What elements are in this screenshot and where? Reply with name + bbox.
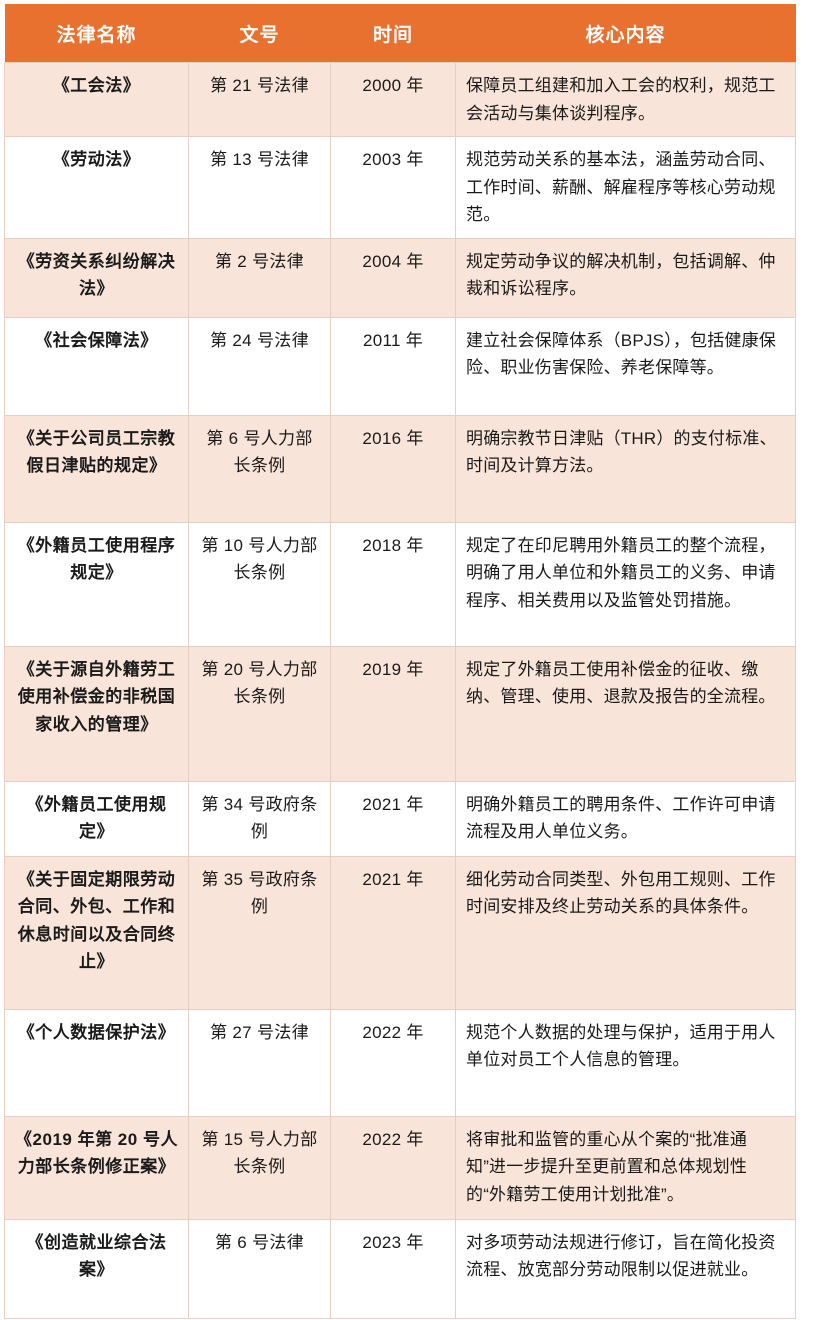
doc-number-cell: 第 6 号人力部长条例: [188, 414, 331, 523]
core-content-cell: 保障员工组建和加入工会的权利，规范工会活动与集体谈判程序。: [455, 61, 796, 138]
table-row: 《关于固定期限劳动合同、外包、工作和休息时间以及合同终止》第 35 号政府条例 2…: [4, 855, 796, 1010]
table-row: 《外籍员工使用程序规定》第 10 号人力部长条例 2018 年规定了在印尼聘用外籍…: [4, 521, 796, 647]
column-header-time: 时间: [330, 4, 456, 63]
table-row: 《外籍员工使用规定》第 34 号政府条例 2021 年明确外籍员工的聘用条件、工作…: [4, 780, 796, 857]
core-content-cell: 将审批和监管的重心从个案的“批准通知”进一步提升至更前置和总体规划性的“外籍劳工…: [455, 1115, 796, 1220]
year-cell: 2004 年: [330, 237, 456, 318]
table-row: 《个人数据保护法》第 27 号法律 2022 年规范个人数据的处理与保护，适用于用…: [4, 1008, 796, 1117]
law-name-cell: 《关于源自外籍劳工使用补偿金的非税国家收入的管理》: [4, 645, 189, 782]
year-cell: 2021 年: [330, 855, 456, 1010]
table-row: 《社会保障法》第 24 号法律 2011 年建立社会保障体系（BPJS），包括健康…: [4, 316, 796, 416]
doc-number-cell: 第 24 号法律: [188, 316, 331, 416]
table-header: 法律名称 文号 时间 核心内容: [4, 4, 796, 63]
table-row: 《劳资关系纠纷解决法》第 2 号法律 2004 年规定劳动争议的解决机制，包括调解…: [4, 237, 796, 318]
year-cell: 2019 年: [330, 645, 456, 782]
doc-number-cell: 第 21 号法律: [188, 61, 331, 138]
year-cell: 2011 年: [330, 316, 456, 416]
core-content-cell: 规定了在印尼聘用外籍员工的整个流程，明确了用人单位和外籍员工的义务、申请程序、相…: [455, 521, 796, 647]
core-content-cell: 对多项劳动法规进行修订，旨在简化投资流程、放宽部分劳动限制以促进就业。: [455, 1218, 796, 1319]
core-content-cell: 规定了外籍员工使用补偿金的征收、缴纳、管理、使用、退款及报告的全流程。: [455, 645, 796, 782]
year-cell: 2000 年: [330, 61, 456, 138]
header-row: 法律名称 文号 时间 核心内容: [4, 4, 796, 63]
table-row: 《创造就业综合法案》第 6 号法律 2023 年对多项劳动法规进行修订，旨在简化投…: [4, 1218, 796, 1319]
doc-number-cell: 第 34 号政府条例: [188, 780, 331, 857]
core-content-cell: 规范劳动关系的基本法，涵盖劳动合同、工作时间、薪酬、解雇程序等核心劳动规范。: [455, 136, 796, 239]
table-row: 《劳动法》第 13 号法律 2003 年规范劳动关系的基本法，涵盖劳动合同、工作时…: [4, 136, 796, 239]
column-header-doc-no: 文号: [188, 4, 331, 63]
law-name-cell: 《劳资关系纠纷解决法》: [4, 237, 189, 318]
doc-number-cell: 第 2 号法律: [188, 237, 331, 318]
column-header-core: 核心内容: [455, 4, 796, 63]
table-row: 《2019 年第 20 号人力部长条例修正案》第 15 号人力部长条例 2022 …: [4, 1115, 796, 1220]
law-name-cell: 《个人数据保护法》: [4, 1008, 189, 1117]
doc-number-cell: 第 6 号法律: [188, 1218, 331, 1319]
law-name-cell: 《劳动法》: [4, 136, 189, 239]
doc-number-cell: 第 13 号法律: [188, 136, 331, 239]
law-name-cell: 《创造就业综合法案》: [4, 1218, 189, 1319]
core-content-cell: 明确外籍员工的聘用条件、工作许可申请流程及用人单位义务。: [455, 780, 796, 857]
core-content-cell: 细化劳动合同类型、外包用工规则、工作时间安排及终止劳动关系的具体条件。: [455, 855, 796, 1010]
table-body: 《工会法》第 21 号法律 2000 年保障员工组建和加入工会的权利，规范工会活动…: [4, 61, 796, 1319]
core-content-cell: 规定劳动争议的解决机制，包括调解、仲裁和诉讼程序。: [455, 237, 796, 318]
year-cell: 2021 年: [330, 780, 456, 857]
table-row: 《工会法》第 21 号法律 2000 年保障员工组建和加入工会的权利，规范工会活动…: [4, 61, 796, 138]
column-header-law-name: 法律名称: [4, 4, 189, 63]
core-content-cell: 规范个人数据的处理与保护，适用于用人单位对员工个人信息的管理。: [455, 1008, 796, 1117]
doc-number-cell: 第 35 号政府条例: [188, 855, 331, 1010]
year-cell: 2022 年: [330, 1008, 456, 1117]
core-content-cell: 建立社会保障体系（BPJS），包括健康保险、职业伤害保险、养老保障等。: [455, 316, 796, 416]
table-row: 《关于源自外籍劳工使用补偿金的非税国家收入的管理》第 20 号人力部长条例 201…: [4, 645, 796, 782]
law-name-cell: 《关于公司员工宗教假日津贴的规定》: [4, 414, 189, 523]
law-name-cell: 《关于固定期限劳动合同、外包、工作和休息时间以及合同终止》: [4, 855, 189, 1010]
year-cell: 2003 年: [330, 136, 456, 239]
year-cell: 2016 年: [330, 414, 456, 523]
doc-number-cell: 第 20 号人力部长条例: [188, 645, 331, 782]
doc-number-cell: 第 10 号人力部长条例: [188, 521, 331, 647]
legal-table-container: 法律名称 文号 时间 核心内容 《工会法》第 21 号法律 2000 年保障员工组…: [4, 4, 796, 1319]
law-name-cell: 《2019 年第 20 号人力部长条例修正案》: [4, 1115, 189, 1220]
law-name-cell: 《工会法》: [4, 61, 189, 138]
doc-number-cell: 第 15 号人力部长条例: [188, 1115, 331, 1220]
law-name-cell: 《外籍员工使用程序规定》: [4, 521, 189, 647]
doc-number-cell: 第 27 号法律: [188, 1008, 331, 1117]
core-content-cell: 明确宗教节日津贴（THR）的支付标准、时间及计算方法。: [455, 414, 796, 523]
year-cell: 2018 年: [330, 521, 456, 647]
table-row: 《关于公司员工宗教假日津贴的规定》第 6 号人力部长条例 2016 年明确宗教节日…: [4, 414, 796, 523]
law-name-cell: 《外籍员工使用规定》: [4, 780, 189, 857]
indonesia-labor-law-table: 法律名称 文号 时间 核心内容 《工会法》第 21 号法律 2000 年保障员工组…: [4, 4, 796, 1319]
year-cell: 2022 年: [330, 1115, 456, 1220]
law-name-cell: 《社会保障法》: [4, 316, 189, 416]
year-cell: 2023 年: [330, 1218, 456, 1319]
